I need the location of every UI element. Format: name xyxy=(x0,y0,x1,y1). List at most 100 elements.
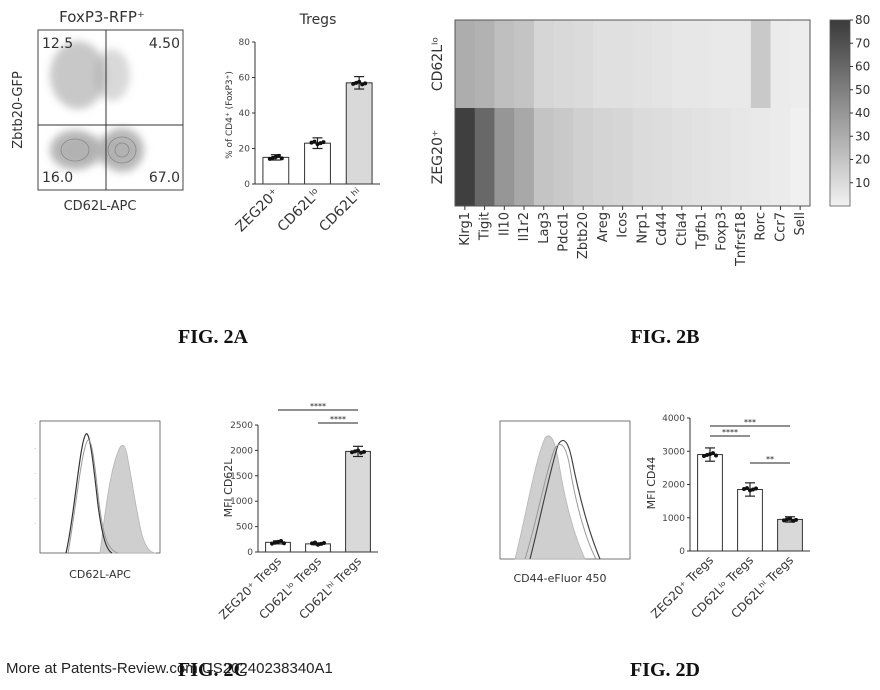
heatmap-cell xyxy=(751,20,771,108)
y-tick-label: 60 xyxy=(239,74,251,84)
flow-xlabel: CD62L-APC xyxy=(64,199,137,214)
heatmap-cell xyxy=(514,108,534,206)
heatmap-cell xyxy=(790,108,810,206)
heatmap-cell xyxy=(751,108,771,206)
heatmap-col-label: Nrp1 xyxy=(635,212,650,244)
y-tick-label: 1500 xyxy=(230,472,253,482)
bar xyxy=(698,455,723,551)
bar xyxy=(778,519,803,551)
heatmap-col-label: Klrg1 xyxy=(458,212,473,246)
heatmap-cell xyxy=(494,108,514,206)
y-tick-label: 1000 xyxy=(662,514,685,524)
svg-text:-: - xyxy=(35,496,37,501)
data-point xyxy=(322,140,326,144)
heatmap-col-label: Rorc xyxy=(754,212,769,241)
svg-text:-: - xyxy=(35,521,37,526)
heatmap-cell xyxy=(652,108,672,206)
flow-ylabel: Zbtb20-GFP xyxy=(11,71,26,149)
category-label: CD62Lʰⁱ xyxy=(316,186,366,236)
bar xyxy=(346,83,372,184)
fig-label-2a: FIG. 2A xyxy=(178,326,249,348)
y-tick-label: 2000 xyxy=(230,446,253,456)
quadrant-ll: 16.0 xyxy=(42,170,73,186)
colorbar-tick-label: 50 xyxy=(855,83,870,97)
colorbar-tick-label: 20 xyxy=(855,153,870,167)
heatmap-cell xyxy=(672,108,692,206)
y-tick-label: 4000 xyxy=(662,414,685,424)
significance-label: *** xyxy=(744,418,756,427)
data-point xyxy=(322,541,326,545)
heatmap-col-label: Tgfb1 xyxy=(695,212,710,250)
colorbar-tick-label: 60 xyxy=(855,60,870,74)
fig2d-bar-chart: MFI CD44 01000200030004000ZEG20⁺ TregsCD… xyxy=(645,414,810,621)
heatmap-cell xyxy=(692,20,712,108)
colorbar-tick-label: 10 xyxy=(855,176,870,190)
heatmap-cell xyxy=(494,20,514,108)
fig2d-histogram: CD44-eFluor 450 xyxy=(500,421,630,585)
fig2a-bar-chart: Tregs % of CD4⁺ (FoxP3⁺) 020406080ZEG20⁺… xyxy=(225,12,380,235)
hist2c-xlabel: CD62L-APC xyxy=(69,568,131,581)
y-tick-label: 0 xyxy=(244,180,250,190)
data-point xyxy=(363,81,367,85)
heatmap-cell xyxy=(455,108,475,206)
svg-text:-: - xyxy=(35,421,37,426)
flow-title: FoxP3-RFP⁺ xyxy=(59,8,145,26)
category-label: CD62Lˡᵒ xyxy=(275,186,325,236)
heatmap-col-label: Pdcd1 xyxy=(556,212,571,252)
heatmap-col-label: Cd44 xyxy=(655,212,670,246)
fig2c-bar-chart: MFI CD62L 05001000150020002500ZEG20⁺ Tre… xyxy=(216,402,378,622)
heatmap-cell xyxy=(633,108,653,206)
data-point xyxy=(280,156,284,160)
fig2b-heatmap: CD62LˡᵒZEG20⁺Klrg1TigitIl10Il1r2Lag3Pdcd… xyxy=(430,13,870,267)
heatmap-cell xyxy=(613,20,633,108)
colorbar-tick-label: 30 xyxy=(855,129,870,143)
heatmap-col-label: Tigit xyxy=(478,212,493,241)
y-tick-label: 1000 xyxy=(230,497,253,507)
bar xyxy=(263,157,289,184)
bar xyxy=(738,489,763,551)
y-tick-label: 20 xyxy=(239,145,251,155)
svg-text:-: - xyxy=(35,471,37,476)
fig2a-flow-plot: FoxP3-RFP⁺ 12.5 4.50 16.0 67.0 CD62L-APC… xyxy=(11,8,183,214)
hist2d-xlabel: CD44-eFluor 450 xyxy=(514,572,607,585)
colorbar-tick-label: 40 xyxy=(855,106,870,120)
colorbar-tick-label: 70 xyxy=(855,36,870,50)
heatmap-cell xyxy=(475,108,495,206)
heatmap-col-label: Lag3 xyxy=(537,212,552,244)
y-tick-label: 2000 xyxy=(662,481,685,491)
data-point xyxy=(754,487,758,491)
heatmap-cell xyxy=(455,20,475,108)
heatmap-col-label: Sell xyxy=(793,212,808,235)
category-label: ZEG20⁺ xyxy=(233,186,283,236)
bar2a-title: Tregs xyxy=(299,12,337,28)
heatmap-cell xyxy=(652,20,672,108)
bar2a-ylabel: % of CD4⁺ (FoxP3⁺) xyxy=(225,71,235,159)
heatmap-cell xyxy=(573,20,593,108)
significance-label: **** xyxy=(310,402,326,411)
heatmap-col-label: Il10 xyxy=(497,212,512,236)
heatmap-cell xyxy=(554,108,574,206)
heatmap-col-label: Ccr7 xyxy=(773,212,788,242)
quadrant-ul: 12.5 xyxy=(42,36,73,52)
heatmap-cell xyxy=(790,20,810,108)
heatmap-cell xyxy=(633,20,653,108)
significance-label: **** xyxy=(330,415,346,424)
hist2c-frame xyxy=(40,421,160,553)
heatmap-col-label: Foxp3 xyxy=(714,212,729,251)
heatmap-cell xyxy=(711,20,731,108)
heatmap-cell xyxy=(692,108,712,206)
fig2c-histogram: ----- CD62L-APC xyxy=(35,421,160,581)
heatmap-col-label: Ctla4 xyxy=(675,212,690,246)
fig-label-2b: FIG. 2B xyxy=(631,326,700,348)
quadrant-ur: 4.50 xyxy=(149,36,180,52)
significance-label: ** xyxy=(766,455,774,464)
heatmap-cell xyxy=(534,108,554,206)
hist2c-y-ticks: ----- xyxy=(35,421,37,526)
heatmap-col-label: Areg xyxy=(596,212,611,242)
heatmap-cell xyxy=(514,20,534,108)
y-tick-label: 0 xyxy=(247,548,253,558)
data-point xyxy=(794,518,798,522)
data-point xyxy=(714,454,718,458)
heatmap-cell xyxy=(672,20,692,108)
